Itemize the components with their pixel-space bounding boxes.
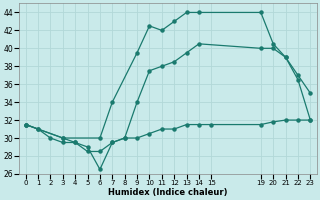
- X-axis label: Humidex (Indice chaleur): Humidex (Indice chaleur): [108, 188, 228, 197]
